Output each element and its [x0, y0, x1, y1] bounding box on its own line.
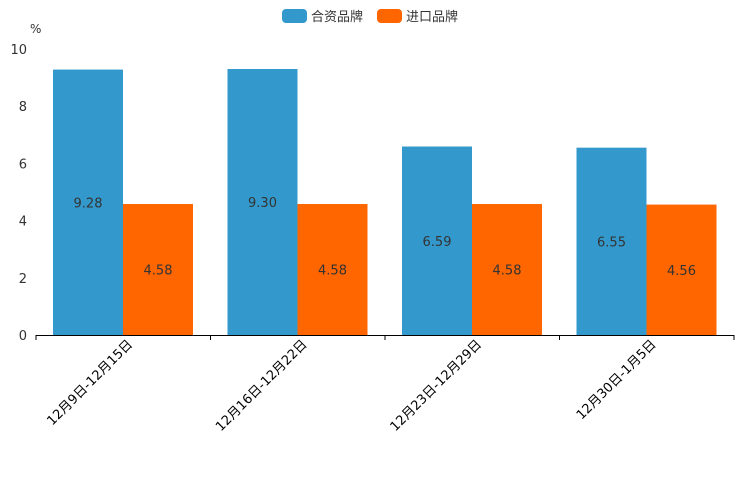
- data-label: 6.59: [423, 235, 452, 250]
- y-axis: 0 2 4 6 8 10: [10, 43, 27, 344]
- x-tick-label: 12月30日-1月5日: [574, 337, 660, 423]
- bar-1-1: [297, 204, 368, 335]
- y-tick-label: 4: [19, 215, 27, 230]
- y-tick-label: 0: [19, 329, 27, 344]
- legend: 合资品牌 进口品牌: [282, 9, 458, 25]
- data-label: 4.58: [318, 264, 347, 279]
- data-label: 9.28: [74, 196, 103, 211]
- x-tick-label: 12月16日-12月22日: [213, 337, 310, 434]
- y-tick-label: 2: [19, 272, 27, 287]
- x-tick-label: 12月23日-12月29日: [388, 337, 485, 434]
- legend-swatch-1: [377, 9, 402, 23]
- y-tick-label: 8: [19, 100, 27, 115]
- bar-0-2: [402, 146, 472, 335]
- legend-label-0: 合资品牌: [311, 9, 363, 25]
- data-label: 6.55: [597, 235, 626, 250]
- data-label: 4.58: [144, 264, 173, 279]
- x-axis: 12月9日-12月15日 12月16日-12月22日 12月23日-12月29日 12…: [35, 335, 735, 435]
- y-tick-label: 6: [19, 157, 27, 172]
- data-label: 4.58: [493, 264, 522, 279]
- legend-swatch-0: [282, 9, 307, 23]
- y-tick-label: 10: [10, 43, 27, 58]
- bar-1-3: [646, 204, 717, 335]
- bar-0-0: [53, 69, 123, 335]
- bar-0-1: [227, 69, 298, 336]
- data-label: 4.56: [667, 264, 696, 279]
- bar-1-2: [472, 204, 542, 335]
- y-axis-label: %: [30, 22, 41, 36]
- data-label: 9.30: [248, 196, 277, 211]
- bar-1-0: [123, 204, 193, 335]
- bar-0-3: [576, 147, 647, 335]
- bars: 9.28 4.58 9.30 4.58 6.59 4.58 6.55 4.56: [53, 69, 717, 336]
- legend-label-1: 进口品牌: [406, 9, 458, 25]
- x-tick-label: 12月9日-12月15日: [44, 337, 136, 429]
